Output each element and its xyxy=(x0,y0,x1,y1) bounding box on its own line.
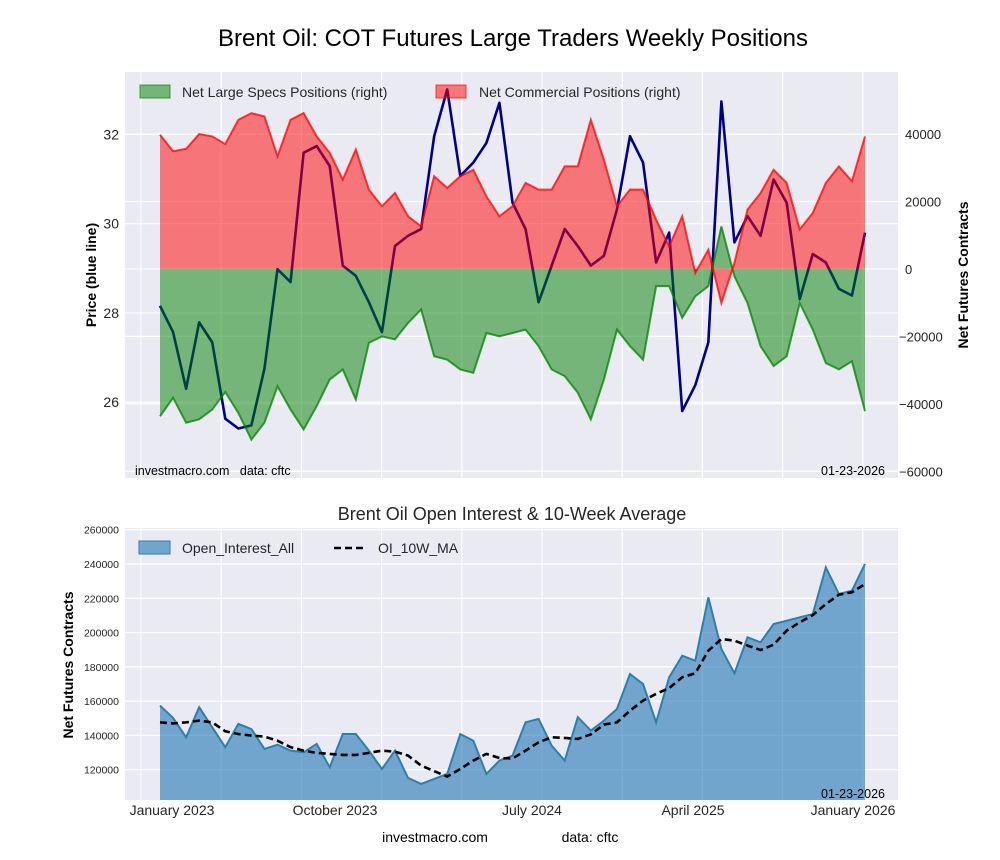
open-interest-tick-label: 140000 xyxy=(84,730,119,742)
open-interest-tick-label: 200000 xyxy=(84,628,119,640)
date-tick-label: July 2024 xyxy=(502,802,562,818)
commercial-line xyxy=(159,111,866,307)
price-axis-label: Price (blue line) xyxy=(83,223,99,327)
contracts-tick-label: −60000 xyxy=(899,464,943,479)
open-interest-line xyxy=(159,563,866,785)
open-interest-tick-label: 240000 xyxy=(84,559,119,571)
contracts-tick-label: −20000 xyxy=(899,329,943,344)
date-tick-label: October 2023 xyxy=(293,802,378,818)
contracts-tick-label: 20000 xyxy=(905,194,941,209)
open-interest-axis-label: Net Futures Contracts xyxy=(60,591,76,738)
price-tick-label: 26 xyxy=(103,394,119,410)
open-interest-series-layer xyxy=(159,563,866,800)
ma-line xyxy=(159,582,866,778)
date-tick-label: January 2023 xyxy=(130,802,215,818)
price-tick-label: 32 xyxy=(103,126,119,142)
open-interest-tick-label: 120000 xyxy=(84,765,119,777)
open-interest-tick-label: 160000 xyxy=(84,696,119,708)
watermark-date: 01-23-2026 xyxy=(821,464,885,478)
price-tick-label: 28 xyxy=(103,305,119,321)
legend-swatch-open-interest xyxy=(138,540,171,555)
open-interest-title: Brent Oil Open Interest & 10-Week Averag… xyxy=(338,504,687,524)
footer-source: data: cftc xyxy=(562,829,619,845)
open-interest-tick-label: 180000 xyxy=(84,662,119,674)
open-interest-legend: Open_Interest_All OI_10W_MA xyxy=(138,540,459,556)
legend-label-commercial: Net Commercial Positions (right) xyxy=(479,84,681,100)
open-interest-panel: 260000 240000 220000 200000 180000 160000 1400… xyxy=(60,525,898,818)
positions-tick-labels: 32 30 28 26 40000 20000 0 −20000 −40000 −60000 xyxy=(103,126,942,479)
footer-site: investmacro.com xyxy=(382,829,488,845)
open-interest-tick-label: 260000 xyxy=(84,525,119,537)
commercial-area xyxy=(160,113,865,303)
open-interest-watermark-date: 01-23-2026 xyxy=(821,787,885,801)
legend-label-specs: Net Large Specs Positions (right) xyxy=(182,84,387,100)
positions-panel: 32 30 28 26 40000 20000 0 −20000 −40000 −60000 Pr… xyxy=(83,72,971,479)
contracts-tick-label: 0 xyxy=(905,262,912,277)
positions-area-layer xyxy=(159,111,866,442)
open-interest-tick-label: 220000 xyxy=(84,593,119,605)
legend-label-open-interest: Open_Interest_All xyxy=(182,540,294,556)
legend-label-ma: OI_10W_MA xyxy=(378,540,459,556)
net-contracts-axis-label: Net Futures Contracts xyxy=(955,201,971,348)
legend-swatch-commercial xyxy=(435,84,467,99)
open-interest-tick-labels: 260000 240000 220000 200000 180000 160000 1400… xyxy=(84,525,896,818)
date-tick-label: January 2026 xyxy=(811,802,896,818)
contracts-tick-label: 40000 xyxy=(905,127,941,142)
price-tick-label: 30 xyxy=(103,216,119,232)
specs-line xyxy=(159,226,866,442)
watermark-source: investmacro.com data: cftc xyxy=(135,464,291,478)
date-tick-label: April 2025 xyxy=(661,802,724,818)
open-interest-area xyxy=(160,563,865,800)
positions-legend: Net Large Specs Positions (right) Net Co… xyxy=(139,84,681,100)
legend-swatch-specs xyxy=(139,84,171,99)
chart-title: Brent Oil: COT Futures Large Traders Wee… xyxy=(218,25,808,52)
contracts-tick-label: −40000 xyxy=(899,397,943,412)
